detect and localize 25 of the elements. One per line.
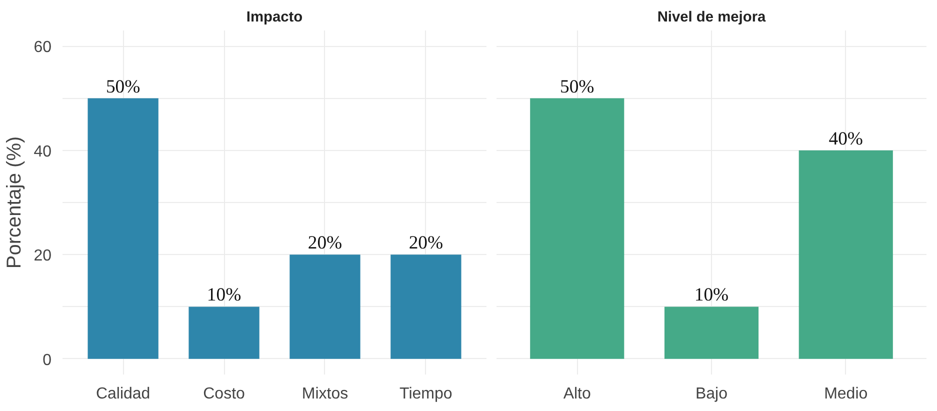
y-tick-label: 40 bbox=[34, 143, 52, 160]
chart-title: Impacto bbox=[246, 10, 303, 26]
data-label: 50% bbox=[106, 76, 140, 98]
x-tick-label: Alto bbox=[563, 386, 592, 402]
x-tick-label: Mixtos bbox=[302, 386, 348, 402]
y-tick-label: 0 bbox=[42, 352, 52, 369]
bar bbox=[290, 254, 360, 359]
y-axis-title: Porcentaje (%) bbox=[4, 136, 26, 269]
data-label: 40% bbox=[828, 128, 863, 150]
data-label: 10% bbox=[694, 284, 729, 306]
x-tick-label: Calidad bbox=[96, 386, 150, 402]
x-tick-label: Tiempo bbox=[400, 386, 452, 402]
data-label: 10% bbox=[206, 284, 242, 306]
x-tick-label: Medio bbox=[824, 386, 868, 402]
data-label: 20% bbox=[408, 232, 444, 254]
data-label: 20% bbox=[308, 232, 342, 254]
data-label: 50% bbox=[560, 76, 594, 98]
x-tick-label: Costo bbox=[203, 386, 246, 402]
x-tick-label: Bajo bbox=[695, 386, 728, 402]
y-tick-label: 60 bbox=[34, 39, 52, 56]
chart-title: Nivel de mejora bbox=[657, 10, 767, 26]
bar bbox=[390, 254, 462, 359]
y-tick-label: 20 bbox=[34, 248, 52, 265]
bar bbox=[88, 98, 158, 359]
bar bbox=[188, 306, 260, 359]
